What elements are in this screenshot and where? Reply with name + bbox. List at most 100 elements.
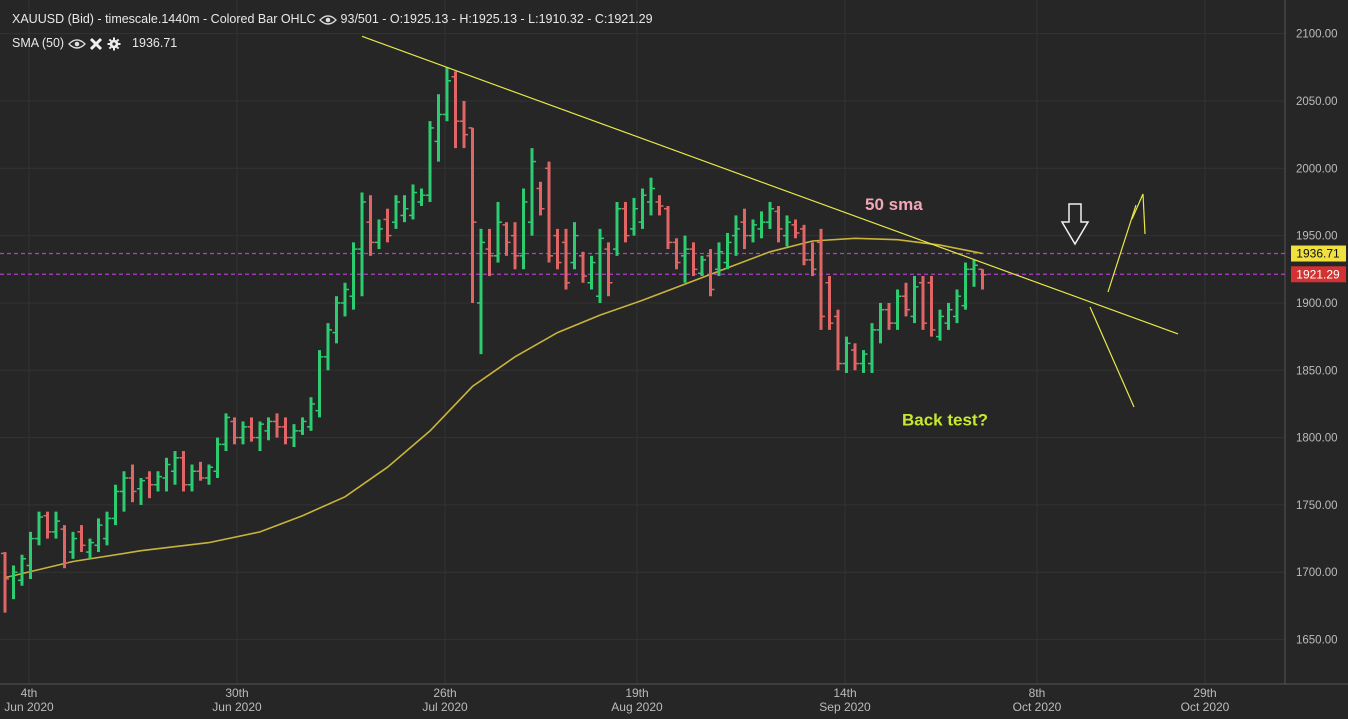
ohlc-bar <box>205 464 213 485</box>
ohlc-bar <box>358 192 366 297</box>
ohlc-bar <box>77 525 86 553</box>
ohlc-bar <box>154 471 162 492</box>
ohlc-bar <box>137 477 145 505</box>
ohlc-bar <box>893 289 902 330</box>
ohlc-bar <box>766 201 774 229</box>
y-tick-label: 1900.00 <box>1296 298 1338 310</box>
ohlc-bar <box>94 518 103 553</box>
ohlc-bar <box>613 201 621 256</box>
eye-icon[interactable] <box>319 14 337 26</box>
x-tick-month: Sep 2020 <box>819 700 871 714</box>
ohlc-bar <box>18 554 26 586</box>
y-tick-label: 1700.00 <box>1296 567 1338 579</box>
x-tick-day: 26th <box>433 686 456 700</box>
x-tick-month: Jun 2020 <box>212 700 262 714</box>
ohlc-bar <box>264 417 273 441</box>
ohlc-bar <box>307 397 315 431</box>
ohlc-bar <box>817 228 825 330</box>
ohlc-bar <box>536 181 545 216</box>
ohlc-bar <box>281 417 290 445</box>
ohlc-bar <box>60 525 69 569</box>
ohlc-bar <box>698 255 706 277</box>
eye-icon[interactable] <box>67 38 86 50</box>
x-tick-day: 4th <box>21 686 38 700</box>
y-tick-label: 1650.00 <box>1296 635 1338 647</box>
ohlc-bar <box>970 259 978 287</box>
ohlc-bar <box>842 336 851 373</box>
sma-value: 1936.71 <box>132 36 178 50</box>
y-tick-label: 1800.00 <box>1296 433 1338 445</box>
price-label-text: 1936.71 <box>1296 247 1340 261</box>
annotation-50-sma: 50 sma <box>865 195 923 214</box>
ohlc-bar <box>545 161 553 263</box>
ohlc-bar <box>638 188 647 229</box>
ohlc-bar <box>494 201 502 263</box>
ohlc-bar <box>800 224 808 266</box>
symbol-info: XAUUSD (Bid) - timescale.1440m - Colored… <box>12 12 316 26</box>
ohlc-bar <box>222 413 230 452</box>
ohlc-values: - O:1925.13 - H:1925.13 - L:1910.32 - C:… <box>382 12 653 26</box>
ohlc-bar <box>910 276 919 324</box>
ohlc-bar <box>596 228 604 303</box>
y-tick-label: 1950.00 <box>1296 231 1338 243</box>
ohlc-bar <box>808 242 817 277</box>
y-tick-label: 2000.00 <box>1296 163 1338 175</box>
ohlc-bar <box>375 219 383 250</box>
ohlc-bar <box>511 222 519 270</box>
ohlc-bar <box>35 511 43 546</box>
ohlc-bar <box>409 184 417 220</box>
close-icon[interactable] <box>89 37 103 51</box>
ohlc-bar <box>876 302 885 344</box>
trend-line <box>361 35 1179 335</box>
ohlc-bar <box>579 251 587 283</box>
ohlc-bar <box>1 552 9 613</box>
y-tick-label: 1850.00 <box>1296 365 1338 377</box>
ohlc-bar <box>783 215 791 247</box>
ohlc-bar <box>230 417 239 445</box>
ohlc-bar <box>341 282 349 317</box>
ohlc-bar <box>188 464 196 492</box>
ohlc-bar <box>256 421 264 452</box>
x-tick-month: Jun 2020 <box>4 700 54 714</box>
ohlc-bar <box>468 127 477 303</box>
ohlc-bar <box>774 206 783 243</box>
ohlc-bar <box>247 417 256 442</box>
sma-label: SMA (50) <box>12 36 65 50</box>
x-tick-day: 14th <box>833 686 856 700</box>
ohlc-bar <box>502 222 511 256</box>
price-axis-panel <box>1285 0 1348 719</box>
ohlc-bar <box>52 511 60 539</box>
sma-line <box>4 237 983 579</box>
ohlc-bar <box>834 309 842 371</box>
ohlc-bar <box>553 228 562 270</box>
y-tick-label: 2050.00 <box>1296 96 1338 108</box>
ohlc-bar <box>273 413 281 438</box>
ohlc-bar <box>443 67 451 122</box>
price-label-text: 1921.29 <box>1296 267 1340 281</box>
ohlc-bar <box>392 195 400 229</box>
ohlc-bar <box>103 511 111 546</box>
upside-arrowhead <box>1131 193 1146 235</box>
ohlc-bar <box>664 206 672 250</box>
bar-index: 93/501 <box>340 12 379 26</box>
x-tick-month: Oct 2020 <box>1013 700 1062 714</box>
ohlc-bar <box>604 242 613 297</box>
ohlc-bar <box>562 228 570 290</box>
ohlc-bar <box>570 222 579 270</box>
ohlc-bar <box>332 296 341 344</box>
ohlc-bar <box>120 471 128 512</box>
ohlc-bar <box>290 424 298 448</box>
ohlc-bar <box>723 232 732 270</box>
ohlc-bar <box>239 421 247 445</box>
x-tick-day: 29th <box>1193 686 1216 700</box>
ohlc-bar <box>162 457 171 492</box>
x-tick-day: 30th <box>225 686 248 700</box>
ohlc-bar <box>426 121 434 202</box>
down-arrow-icon <box>1060 203 1090 246</box>
gear-icon[interactable] <box>107 37 121 51</box>
x-tick-day: 19th <box>625 686 648 700</box>
ohlc-bar <box>749 219 757 243</box>
